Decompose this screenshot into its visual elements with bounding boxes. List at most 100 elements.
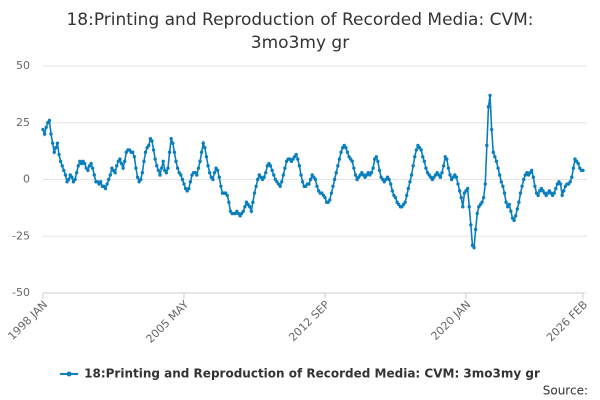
data-point [337, 157, 342, 161]
data-point [485, 143, 489, 148]
data-point [211, 177, 215, 182]
data-point [515, 207, 520, 211]
data-point [73, 177, 77, 182]
data-point [169, 136, 173, 141]
data-point [496, 166, 500, 170]
data-point [352, 166, 356, 170]
data-point [465, 186, 470, 191]
data-point [198, 159, 202, 164]
data-point [530, 168, 534, 173]
data-point [554, 186, 558, 191]
data-point [153, 157, 157, 161]
data-point [49, 132, 53, 136]
data-point [403, 200, 407, 204]
data-point [331, 184, 335, 189]
data-point [76, 164, 80, 168]
data-point [42, 132, 47, 136]
data-point [419, 148, 423, 152]
data-point [256, 177, 260, 182]
data-point [315, 184, 319, 189]
data-point [254, 184, 258, 189]
data-point [249, 209, 254, 213]
data-point [150, 139, 154, 143]
data-point [241, 209, 245, 213]
data-point [44, 125, 48, 129]
y-tick-label: 25 [16, 116, 30, 129]
data-point [438, 175, 443, 179]
data-point [139, 177, 143, 182]
data-point [204, 155, 209, 159]
data-point [62, 168, 66, 173]
data-point [203, 146, 207, 150]
data-point [369, 170, 374, 175]
data-point [313, 177, 318, 182]
data-point [486, 105, 491, 109]
data-point [411, 164, 415, 168]
data-point [393, 195, 398, 200]
data-point [518, 191, 523, 195]
data-point [334, 170, 338, 175]
source: Source: [543, 384, 588, 398]
data-point [63, 173, 68, 177]
data-point [134, 166, 138, 170]
data-point [299, 173, 303, 177]
data-point [531, 175, 536, 179]
data-point [119, 161, 124, 166]
data-point [504, 200, 508, 204]
data-point [182, 182, 186, 186]
y-tick-label: -25 [12, 229, 30, 242]
data-point [376, 159, 380, 164]
data-point [489, 127, 494, 132]
data-point [344, 146, 348, 150]
data-point [475, 211, 479, 216]
data-point [201, 141, 205, 145]
data-point [406, 186, 411, 191]
data-point [336, 164, 340, 168]
data-point [491, 150, 495, 154]
data-point [54, 146, 58, 150]
data-point [121, 166, 125, 170]
data-point [502, 191, 507, 195]
legend-label: 18:Printing and Reproduction of Recorded… [84, 367, 540, 381]
data-point [159, 166, 164, 170]
data-point [135, 175, 140, 179]
data-point [219, 184, 223, 189]
data-point [552, 191, 556, 195]
data-point [98, 180, 103, 184]
data-point [147, 143, 151, 148]
data-point [50, 141, 55, 145]
data-point [389, 182, 393, 186]
data-point [507, 202, 511, 207]
data-point [166, 166, 170, 170]
data-point [164, 170, 169, 175]
data-point [105, 182, 109, 186]
data-point [215, 168, 220, 173]
data-point [108, 173, 112, 177]
data-point [409, 173, 414, 177]
data-point [262, 175, 266, 179]
data-point [422, 159, 427, 164]
data-point [520, 184, 524, 189]
data-point [456, 182, 460, 186]
data-point [115, 164, 119, 168]
data-point [172, 150, 177, 154]
data-point [89, 161, 93, 166]
data-point [441, 164, 446, 168]
data-point [374, 155, 378, 159]
data-point [175, 166, 180, 170]
data-point [536, 193, 540, 198]
y-tick-label: -50 [12, 286, 30, 299]
data-point [307, 182, 311, 186]
x-tick-label: 1998 JAN [5, 298, 50, 343]
data-point [562, 189, 566, 193]
data-point [199, 150, 204, 154]
data-point [512, 218, 516, 223]
data-point [251, 200, 255, 204]
data-point [497, 173, 502, 177]
data-point [207, 170, 212, 175]
data-point [212, 170, 217, 175]
x-tick-label: 2020 JAN [429, 298, 474, 343]
data-point [174, 159, 178, 164]
data-point [90, 166, 95, 170]
chart-title: 3mo3my gr [251, 33, 349, 53]
